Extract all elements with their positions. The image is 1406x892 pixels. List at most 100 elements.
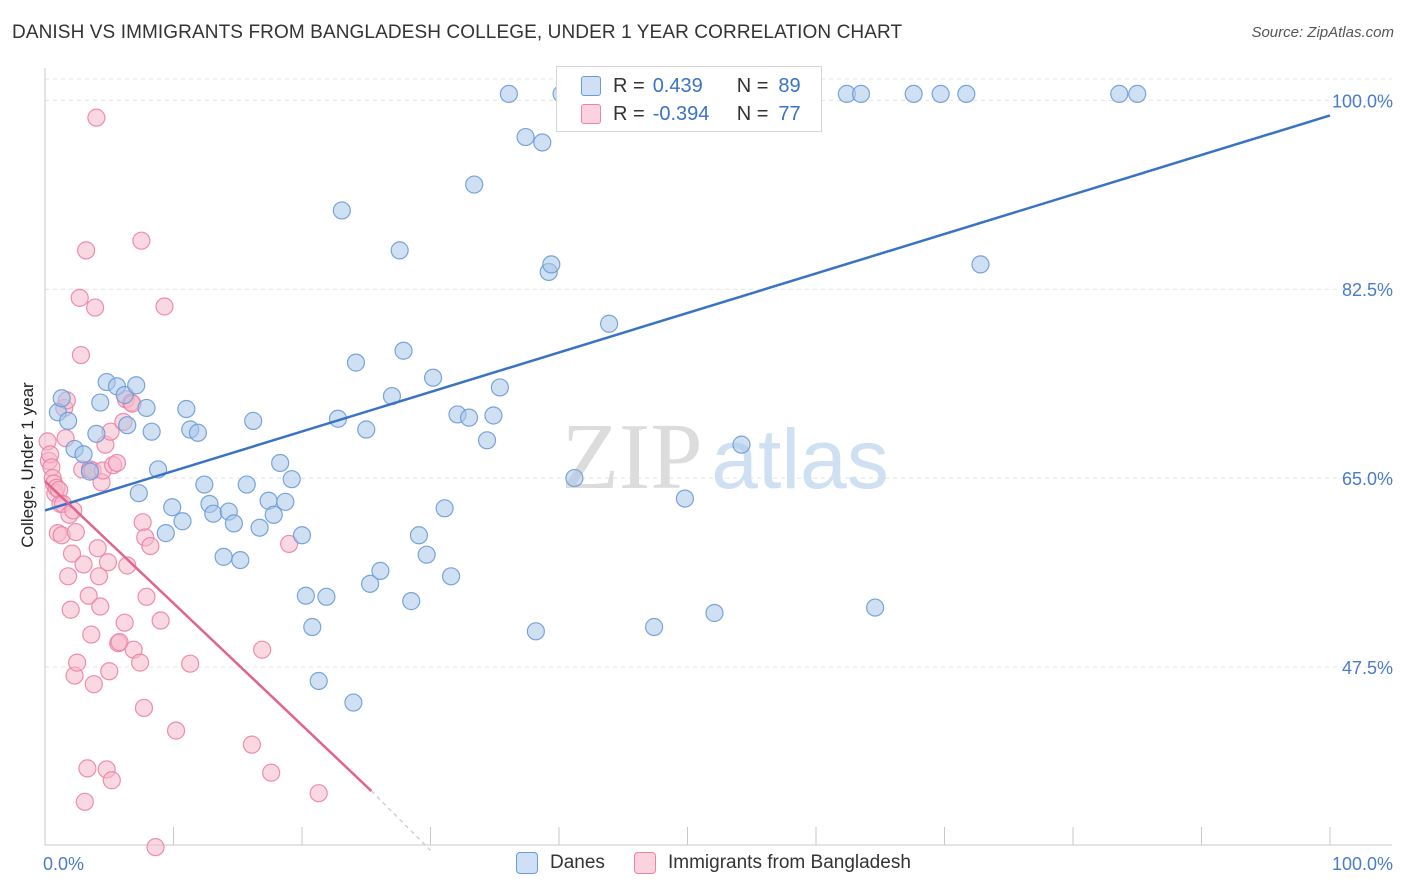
danes-point-85 — [957, 84, 976, 104]
bangladesh-point-74 — [262, 763, 281, 782]
y-tick-label-1: 65.0% — [1342, 469, 1393, 489]
legend-row-danes: R = 0.439 N = 89 — [581, 73, 801, 99]
bottom-legend-label-danes: Danes — [550, 852, 605, 873]
danes-point-17 — [156, 524, 175, 543]
watermark-zip: ZIP — [562, 405, 703, 509]
danes-point-25 — [204, 504, 223, 523]
danes-point-35 — [271, 453, 290, 473]
danes-point-76 — [675, 489, 695, 508]
bangladesh-point-40 — [91, 597, 110, 616]
danes-point-28 — [224, 514, 243, 533]
bangladesh-point-56 — [118, 556, 137, 575]
danes-point-74 — [600, 314, 619, 333]
y-tick-label-3: 100.0% — [1332, 91, 1393, 111]
bangladesh-point-67 — [146, 838, 165, 857]
danes-point-44 — [332, 201, 351, 220]
danes-point-56 — [423, 368, 443, 387]
bangladesh-point-73 — [253, 640, 272, 659]
bangladesh-point-52 — [110, 633, 129, 652]
danes-point-60 — [459, 408, 479, 427]
danes-point-22 — [188, 423, 208, 442]
danes-point-66 — [516, 127, 535, 147]
bottom-legend-swatch-danes — [516, 852, 538, 874]
danes-point-75 — [644, 617, 664, 637]
bangladesh-point-75 — [280, 534, 299, 554]
bangladesh-point-63 — [134, 698, 154, 718]
danes-point-52 — [394, 341, 413, 360]
bangladesh-point-36 — [86, 298, 105, 317]
danes-point-83 — [904, 84, 923, 104]
danes-point-81 — [851, 84, 871, 104]
legend-swatch-danes — [581, 76, 601, 96]
danes-point-42 — [317, 587, 336, 606]
danes-point-15 — [142, 422, 161, 441]
bangladesh-point-50 — [107, 453, 127, 473]
danes-point-78 — [732, 435, 751, 454]
danes-point-57 — [435, 499, 454, 518]
bangladesh-point-71 — [181, 654, 200, 673]
legend-r-label: R = — [613, 102, 645, 125]
bangladesh-trend-extension — [370, 790, 432, 851]
danes-point-53 — [402, 592, 421, 611]
danes-point-63 — [484, 406, 503, 425]
danes-point-1 — [52, 389, 71, 408]
danes-point-29 — [231, 550, 250, 570]
bangladesh-point-25 — [71, 345, 91, 365]
bangladesh-point-70 — [166, 721, 186, 740]
bangladesh-point-33 — [82, 625, 101, 644]
danes-point-38 — [292, 526, 312, 545]
bottom-legend-danes: Danes — [516, 852, 605, 874]
bangladesh-point-65 — [137, 587, 156, 606]
danes-point-64 — [490, 378, 509, 397]
danes-point-5 — [80, 462, 100, 481]
legend-r-value: -0.394 — [652, 102, 710, 125]
watermark-atlas: atlas — [711, 412, 888, 506]
y-tick-label-0: 47.5% — [1342, 658, 1393, 678]
danes-point-36 — [276, 492, 295, 511]
bangladesh-point-23 — [68, 653, 87, 672]
bottom-legend: Danes Immigrants from Bangladesh — [0, 852, 1406, 878]
danes-point-84 — [931, 84, 950, 104]
grid-lines — [45, 78, 1392, 668]
danes-point-13 — [129, 484, 148, 503]
legend-r-label: R = — [613, 74, 645, 97]
danes-point-65 — [499, 84, 518, 104]
legend-n-label: N = — [736, 74, 769, 97]
danes-point-48 — [361, 574, 380, 593]
tick-labels: 47.5% 65.0% 82.5% 100.0% 0.0% 100.0% — [43, 91, 1393, 874]
danes-point-10 — [115, 385, 134, 405]
danes-point-34 — [264, 505, 283, 524]
danes-point-45 — [344, 693, 363, 712]
y-tick-label-2: 82.5% — [1342, 280, 1393, 300]
bangladesh-point-38 — [88, 539, 107, 558]
danes-point-51 — [390, 241, 409, 260]
danes-point-4 — [74, 445, 93, 464]
danes-point-39 — [296, 586, 315, 605]
bangladesh-point-68 — [151, 611, 170, 630]
bangladesh-point-27 — [74, 555, 93, 574]
danes-point-6 — [87, 424, 106, 443]
bangladesh-point-54 — [115, 613, 134, 632]
watermark: ZIP atlas — [562, 405, 889, 509]
bangladesh-point-24 — [70, 288, 89, 307]
danes-point-11 — [118, 416, 137, 435]
bangladesh-point-31 — [79, 586, 98, 605]
danes-point-82 — [866, 598, 885, 617]
legend-box: R = 0.439 N = 89 R = -0.394 N = 77 — [556, 66, 822, 132]
danes-point-58 — [441, 567, 461, 586]
source-label: Source: ZipAtlas.com — [1251, 24, 1394, 41]
bottom-legend-label-bangladesh: Immigrants from Bangladesh — [668, 852, 911, 873]
legend-r-value: 0.439 — [652, 74, 703, 97]
legend-row-bangladesh: R = -0.394 N = 77 — [581, 101, 801, 127]
danes-point-88 — [1128, 84, 1147, 104]
danes-points — [48, 84, 1147, 712]
legend-n-value: 77 — [778, 102, 801, 125]
bottom-legend-bangladesh: Immigrants from Bangladesh — [634, 852, 911, 874]
danes-point-23 — [195, 475, 214, 494]
danes-point-67 — [526, 622, 545, 641]
chart-title: DANISH VS IMMIGRANTS FROM BANGLADESH COL… — [12, 22, 903, 43]
bottom-legend-swatch-bangladesh — [634, 852, 656, 874]
bangladesh-point-61 — [132, 231, 151, 250]
bangladesh-point-16 — [59, 567, 78, 586]
